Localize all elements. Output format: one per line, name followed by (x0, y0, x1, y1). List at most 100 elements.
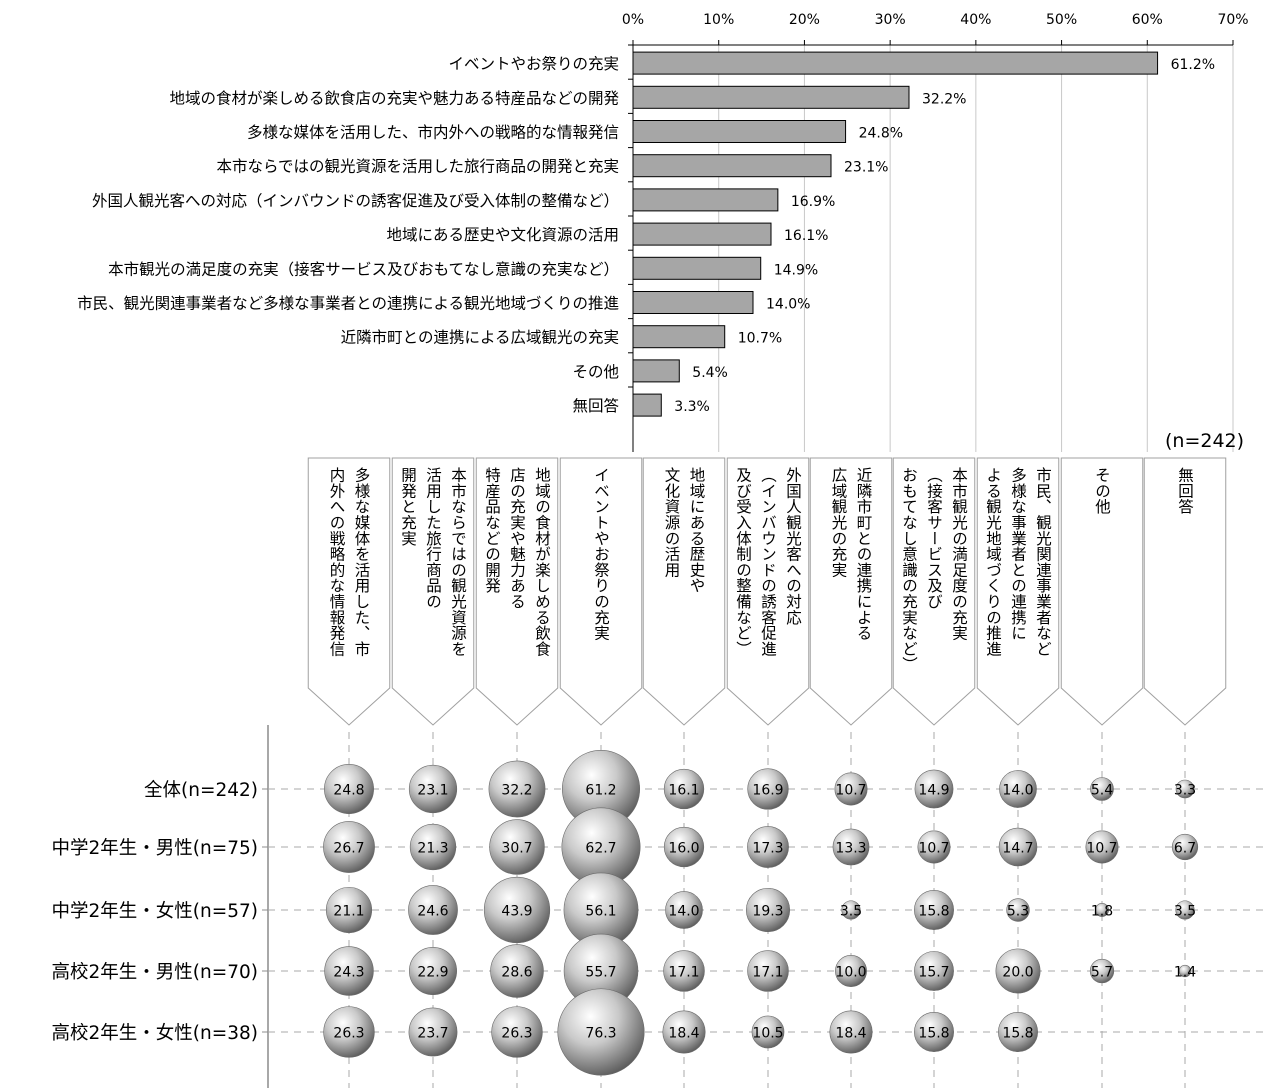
row-label: 高校2年生・男性(n=70) (52, 962, 258, 983)
bubble (1095, 903, 1109, 917)
column-header-label: イベントやお祭りの充実 (592, 467, 610, 641)
category-label: 本市ならではの観光資源を活用した旅行商品の開発と充実 (216, 158, 619, 176)
bubble (408, 1007, 458, 1057)
bar-value-label: 14.9% (774, 262, 818, 278)
bar-value-label: 16.1% (784, 228, 828, 244)
bubble (747, 826, 789, 868)
bubble-value-label: 22.9 (417, 965, 448, 981)
bubble-value-label: 23.7 (417, 1026, 448, 1042)
x-tick-label: 0% (622, 12, 644, 28)
column-header-label: 文化資源の活用 (663, 467, 681, 579)
x-tick-label: 30% (875, 12, 906, 28)
column-header-label: 活用した旅行商品の (424, 467, 442, 610)
bubble-value-label: 18.4 (835, 1026, 866, 1042)
category-label: 外国人観光客への対応（インバウンドの誘客促進及び受入体制の整備など） (92, 192, 619, 210)
bubble-value-label: 5.4 (1091, 783, 1113, 799)
bar (632, 85, 910, 109)
bar (632, 222, 772, 246)
bubble (324, 764, 374, 814)
bubble-value-label: 3.3 (1174, 783, 1196, 799)
bubble-value-label: 24.3 (333, 965, 364, 981)
bar-value-label: 3.3% (674, 399, 710, 415)
bubble-value-label: 10.0 (835, 965, 866, 981)
bubble (841, 900, 861, 920)
bubble (914, 1012, 954, 1052)
bar (632, 359, 680, 383)
bubble-value-label: 6.7 (1174, 841, 1196, 857)
column-header-box (892, 457, 976, 726)
bar (632, 120, 847, 143)
bubble-value-label: 17.1 (668, 965, 699, 981)
column-header-label: 本市観光の満足度の充実 (950, 467, 968, 641)
bubble (995, 948, 1041, 994)
x-tick-label: 70% (1217, 12, 1248, 28)
bubble-value-label: 3.5 (840, 904, 862, 920)
column-header-box (559, 457, 643, 726)
column-header-label: 内外への戦略的な情報発信 (328, 467, 346, 657)
bubble (662, 1010, 706, 1054)
bubble (563, 872, 639, 948)
bubble-value-label: 1.8 (1091, 904, 1113, 920)
column-header-box (976, 457, 1060, 726)
sample-size-note: (n=242) (1165, 430, 1245, 452)
bubble (663, 826, 705, 868)
bubble (998, 1012, 1038, 1052)
bubble (917, 830, 951, 864)
column-header-box (809, 457, 893, 726)
row-label: 高校2年生・女性(n=38) (52, 1023, 258, 1044)
row-label: 中学2年生・男性(n=75) (52, 838, 258, 859)
column-header-label: よる観光地域づくりの推進 (984, 467, 1002, 657)
bar (632, 393, 662, 417)
column-header-label: 開発と充実 (399, 467, 417, 546)
bubble (489, 819, 545, 875)
category-label: 地域にある歴史や文化資源の活用 (386, 226, 619, 244)
bar-value-label: 14.0% (766, 297, 810, 313)
column-header-box (1143, 457, 1227, 726)
bubble-value-label: 16.1 (668, 783, 699, 799)
bubble (832, 828, 870, 866)
column-header-label: 店の充実や魅力ある (508, 467, 526, 610)
bubble-value-label: 55.7 (585, 965, 616, 981)
bubble (747, 768, 789, 810)
bubble (325, 886, 373, 934)
bubble (1178, 964, 1192, 978)
bubble-value-label: 15.7 (918, 965, 949, 981)
bubble-value-label: 28.6 (501, 965, 532, 981)
bubble (490, 944, 544, 998)
bubble-value-label: 13.3 (835, 841, 866, 857)
category-label: その他 (572, 363, 619, 381)
column-header-label: 本市ならではの観光資源を (449, 467, 467, 657)
bubble-value-label: 16.0 (668, 841, 699, 857)
column-header-box (391, 457, 475, 726)
category-label: 本市観光の満足度の充実（接客サービス及びおもてなし意識の充実など） (108, 259, 619, 278)
bubble-value-label: 23.1 (417, 783, 448, 799)
bubble-value-label: 26.7 (333, 841, 364, 857)
column-header-label: おもてなし意識の充実など） (900, 467, 918, 673)
bubble (1090, 777, 1114, 801)
column-header-box (726, 457, 810, 726)
bubble (747, 950, 789, 992)
column-header-label: 外国人観光客への対応 (784, 467, 802, 625)
category-label: 近隣市町との連携による広域観光の充実 (341, 329, 619, 347)
x-tick-label: 10% (703, 12, 734, 28)
bubble-value-label: 16.9 (752, 783, 783, 799)
bubble (745, 887, 791, 933)
bubble-value-label: 62.7 (585, 841, 616, 857)
bubble (914, 951, 954, 991)
bubble-value-label: 17.1 (752, 965, 783, 981)
bar (632, 188, 779, 212)
bubble (409, 823, 457, 871)
bar (632, 256, 762, 280)
bubble-value-label: 76.3 (585, 1026, 616, 1042)
row-label: 全体(n=242) (144, 780, 258, 801)
bubble-value-label: 17.3 (752, 841, 783, 857)
bar (632, 291, 754, 314)
bubble-value-label: 14.0 (668, 904, 699, 920)
bubble (1175, 900, 1195, 920)
bar-value-label: 10.7% (738, 331, 782, 347)
column-header-label: 市民、観光関連事業者など (1034, 467, 1052, 657)
bubble (1089, 958, 1115, 984)
bubble-value-label: 32.2 (501, 783, 532, 799)
bubble-value-label: 43.9 (501, 904, 532, 920)
column-header-label: （インバウンドの誘客促進 (759, 467, 777, 657)
